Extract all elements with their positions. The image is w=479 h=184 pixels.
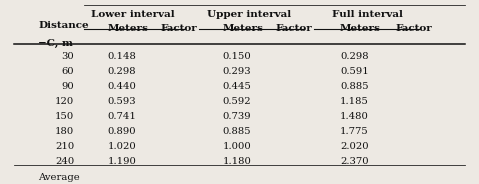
Text: 1.480: 1.480	[340, 112, 369, 121]
Text: 0.298: 0.298	[108, 67, 137, 76]
Text: 1.020: 1.020	[108, 142, 137, 151]
Text: 0.440: 0.440	[108, 82, 137, 91]
Text: 150: 150	[55, 112, 74, 121]
Text: 0.593: 0.593	[108, 97, 137, 106]
Text: 180: 180	[55, 127, 74, 136]
Text: 210: 210	[55, 142, 74, 151]
Text: 0.445: 0.445	[223, 82, 251, 91]
Text: 90: 90	[61, 82, 74, 91]
Text: 2.020: 2.020	[340, 142, 369, 151]
Text: Lower interval: Lower interval	[91, 10, 175, 19]
Text: 0.885: 0.885	[223, 127, 251, 136]
Text: 2.370: 2.370	[340, 157, 369, 166]
Text: 1.180: 1.180	[223, 157, 251, 166]
Text: 1.775: 1.775	[340, 127, 369, 136]
Text: Meters: Meters	[108, 24, 148, 33]
Text: 1.185: 1.185	[340, 97, 369, 106]
Text: 0.592: 0.592	[223, 97, 251, 106]
Text: Upper interval: Upper interval	[207, 10, 291, 19]
Text: Factor: Factor	[275, 24, 312, 33]
Text: Distance: Distance	[38, 21, 89, 30]
Text: 240: 240	[55, 157, 74, 166]
Text: 120: 120	[55, 97, 74, 106]
Text: 0.890: 0.890	[108, 127, 137, 136]
Text: Factor: Factor	[160, 24, 197, 33]
Text: 0.298: 0.298	[340, 52, 369, 61]
Text: 0.148: 0.148	[108, 52, 137, 61]
Text: −C, m: −C, m	[38, 39, 73, 48]
Text: 0.741: 0.741	[108, 112, 137, 121]
Text: Meters: Meters	[223, 24, 263, 33]
Text: 1.190: 1.190	[108, 157, 137, 166]
Text: 0.150: 0.150	[223, 52, 251, 61]
Text: Full interval: Full interval	[332, 10, 403, 19]
Text: Meters: Meters	[340, 24, 381, 33]
Text: 60: 60	[62, 67, 74, 76]
Text: 0.739: 0.739	[223, 112, 251, 121]
Text: Factor: Factor	[395, 24, 432, 33]
Text: 0.293: 0.293	[223, 67, 251, 76]
Text: Average: Average	[38, 173, 80, 182]
Text: 30: 30	[61, 52, 74, 61]
Text: 0.885: 0.885	[340, 82, 369, 91]
Text: 0.591: 0.591	[340, 67, 369, 76]
Text: 1.000: 1.000	[223, 142, 251, 151]
